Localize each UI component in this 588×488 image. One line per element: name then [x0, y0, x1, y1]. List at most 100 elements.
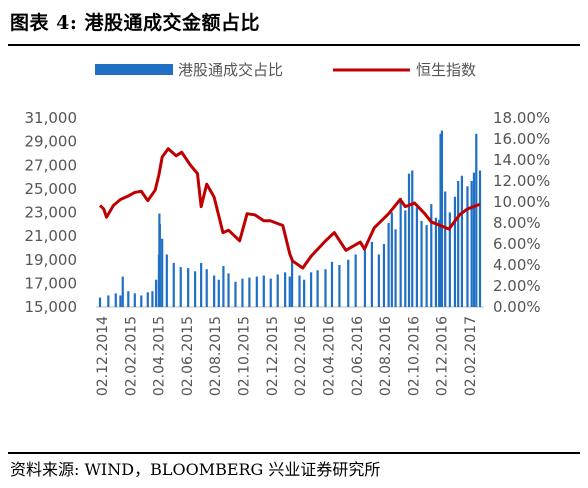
- share-bar: [472, 172, 476, 307]
- x-tick-label: 02.02.2016: [293, 316, 309, 396]
- right-tick-label: 14.00%: [493, 151, 550, 169]
- share-bar: [241, 278, 244, 307]
- share-bar: [324, 269, 327, 307]
- share-bar: [404, 210, 407, 307]
- legend-bar-label: 港股通成交占比: [178, 61, 283, 79]
- right-tick-label: 8.00%: [493, 214, 541, 232]
- share-bar: [411, 170, 414, 307]
- share-bar: [269, 278, 272, 307]
- share-bar: [466, 186, 469, 307]
- share-bar: [370, 241, 373, 307]
- left-tick-label: 25,000: [25, 180, 78, 198]
- x-tick-label: 02.06.2015: [180, 316, 196, 396]
- share-bar: [347, 259, 350, 307]
- share-bar: [394, 229, 397, 307]
- x-tick-label: 02.08.2016: [378, 316, 394, 396]
- source-note: 资料来源: WIND，BLOOMBERG 兴业证券研究所: [10, 460, 381, 479]
- figure-title: 图表 4: 港股通成交金额占比: [10, 12, 260, 34]
- x-tick-label: 02.02.2017: [463, 316, 479, 396]
- share-bar: [387, 223, 390, 307]
- hang-seng-line: [98, 147, 481, 270]
- bars-layer: [98, 130, 482, 307]
- share-bar: [222, 266, 225, 307]
- share-bar: [415, 207, 418, 307]
- share-bar: [276, 274, 279, 307]
- right-tick-label: 18.00%: [493, 109, 550, 127]
- left-tick-label: 17,000: [25, 274, 78, 292]
- x-tick-label: 02.10.2016: [406, 316, 422, 396]
- share-bar: [310, 272, 313, 307]
- x-tick-label: 02.12.2015: [265, 316, 281, 396]
- share-bar: [151, 291, 154, 307]
- share-bar: [107, 295, 110, 307]
- share-bar: [430, 204, 433, 307]
- legend-line-label: 恒生指数: [416, 61, 476, 79]
- share-bar: [354, 254, 357, 307]
- share-bar: [255, 276, 258, 307]
- share-bar: [217, 279, 220, 307]
- x-tick-label: 02.12.2014: [95, 316, 111, 396]
- line-layer: [98, 147, 481, 270]
- share-bar: [448, 212, 451, 307]
- left-tick-label: 31,000: [25, 109, 78, 127]
- source-rule: [8, 452, 580, 454]
- x-tick-label: 02.08.2015: [208, 316, 224, 396]
- left-axis-ticks: 15,000 17,000 19,000 21,000 23,000 25,000 27,0…: [25, 109, 78, 316]
- left-tick-label: 15,000: [25, 298, 78, 316]
- share-bar: [407, 173, 411, 307]
- share-bar: [98, 297, 102, 307]
- share-bar: [438, 219, 441, 307]
- share-bar: [290, 258, 294, 307]
- x-tick-label: 02.12.2016: [435, 316, 451, 396]
- left-tick-label: 23,000: [25, 204, 78, 222]
- share-bar: [363, 250, 367, 307]
- title-rule: [8, 44, 580, 46]
- share-bar: [457, 181, 460, 307]
- share-bar: [248, 277, 251, 307]
- share-bar: [425, 225, 428, 307]
- share-bar: [205, 269, 208, 307]
- share-bar: [127, 291, 130, 307]
- share-bar: [390, 212, 393, 307]
- left-tick-label: 19,000: [25, 251, 78, 269]
- left-tick-label: 27,000: [25, 156, 78, 174]
- share-bar: [172, 262, 175, 307]
- share-bar: [179, 267, 182, 307]
- share-bar: [303, 279, 306, 307]
- share-bar: [330, 261, 334, 307]
- x-axis-ticks: 02.12.2014 02.02.2015 02.04.2015 02.06.2015…: [95, 316, 479, 396]
- share-bar: [439, 133, 442, 307]
- left-tick-label: 29,000: [25, 133, 78, 151]
- share-bar: [475, 133, 478, 307]
- right-tick-label: 0.00%: [493, 298, 541, 316]
- share-bar: [234, 281, 237, 307]
- share-bar: [453, 196, 457, 307]
- right-tick-label: 4.00%: [493, 256, 541, 274]
- share-bar: [114, 293, 117, 307]
- share-bar: [420, 220, 423, 307]
- share-bar: [119, 295, 122, 307]
- share-bar: [382, 244, 386, 307]
- x-tick-label: 02.04.2015: [152, 316, 168, 396]
- share-bar: [460, 175, 463, 307]
- share-bar: [200, 262, 203, 307]
- legend-bar-swatch: [95, 64, 173, 75]
- right-axis-ticks: 0.00% 2.00% 4.00% 6.00% 8.00% 10.00% 12.00% 14.…: [493, 109, 550, 316]
- share-bar: [470, 181, 473, 307]
- right-tick-label: 16.00%: [493, 130, 550, 148]
- right-tick-label: 2.00%: [493, 277, 541, 295]
- share-bar: [227, 273, 230, 307]
- share-bar: [158, 224, 161, 307]
- share-bar: [478, 170, 482, 307]
- share-bar: [399, 197, 402, 307]
- share-bar: [213, 275, 216, 307]
- share-bar: [161, 238, 164, 307]
- share-bar: [338, 265, 341, 307]
- share-bar: [155, 279, 158, 307]
- right-tick-label: 12.00%: [493, 172, 550, 190]
- share-bar: [146, 292, 149, 307]
- share-bar: [288, 276, 291, 307]
- right-tick-label: 6.00%: [493, 235, 541, 253]
- share-bar: [140, 295, 143, 307]
